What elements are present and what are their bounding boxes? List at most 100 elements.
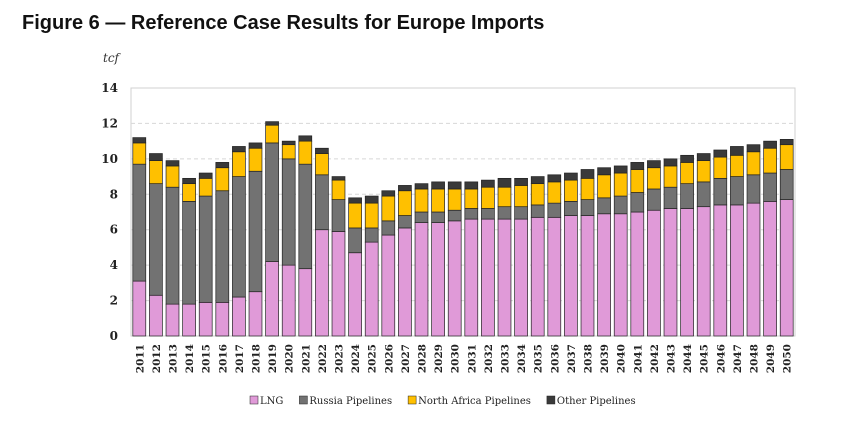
bar-segment-other-pipelines <box>149 153 163 161</box>
y-axis-unit-label: tcf <box>103 51 122 65</box>
bar-segment-russia-pipelines <box>613 195 628 215</box>
x-tick-label: 2015 <box>201 344 213 373</box>
y-tick-label: 4 <box>110 258 118 272</box>
bar-segment-north-africa-pipelines <box>763 147 777 174</box>
x-tick-label: 2033 <box>500 344 512 373</box>
bar-segment-lng <box>331 231 346 337</box>
bar-segment-lng <box>547 216 562 337</box>
bar-segment-russia-pipelines <box>398 215 412 229</box>
x-tick-label: 2039 <box>599 344 611 373</box>
bar-segment-north-africa-pipelines <box>298 140 313 165</box>
x-tick-label: 2050 <box>782 344 794 373</box>
y-tick-label: 8 <box>110 187 118 201</box>
bar-segment-lng <box>730 204 744 337</box>
bar-segment-russia-pipelines <box>680 183 694 209</box>
bar-segment-russia-pipelines <box>232 176 246 298</box>
x-tick-label: 2022 <box>317 344 329 373</box>
bar-segment-other-pipelines <box>348 197 362 204</box>
x-tick-label: 2027 <box>400 344 412 373</box>
bar-segment-other-pipelines <box>315 147 329 154</box>
bar-segment-other-pipelines <box>597 167 611 176</box>
x-tick-label: 2047 <box>732 344 744 373</box>
bar-segment-north-africa-pipelines <box>663 165 678 188</box>
bar-segment-other-pipelines <box>248 142 263 149</box>
x-tick-label: 2018 <box>251 344 263 373</box>
x-tick-label: 2030 <box>450 344 462 373</box>
bar-segment-lng <box>398 227 412 337</box>
bar-segment-north-africa-pipelines <box>597 174 611 199</box>
bar-segment-lng <box>348 252 362 337</box>
bar-segment-north-africa-pipelines <box>530 183 545 206</box>
bar-segment-lng <box>481 218 495 337</box>
chart-title: Figure 6 — Reference Case Results for Eu… <box>22 12 545 34</box>
x-tick-label: 2024 <box>350 344 362 373</box>
bar-segment-other-pipelines <box>381 190 396 197</box>
bar-segment-north-africa-pipelines <box>381 195 396 222</box>
bar-segment-russia-pipelines <box>763 172 777 202</box>
bar-segment-north-africa-pipelines <box>547 181 562 204</box>
y-tick-label: 2 <box>110 294 118 308</box>
bar-segment-north-africa-pipelines <box>348 202 362 229</box>
bar-segment-lng <box>431 222 445 337</box>
bar-segment-north-africa-pipelines <box>447 188 462 211</box>
legend-swatch <box>546 395 556 405</box>
bar-segment-russia-pipelines <box>564 201 578 216</box>
bar-segment-north-africa-pipelines <box>414 188 429 213</box>
bar-segment-russia-pipelines <box>281 158 296 266</box>
bar-segment-russia-pipelines <box>165 186 180 305</box>
bar-segment-other-pipelines <box>647 160 661 169</box>
bar-segment-russia-pipelines <box>497 206 512 220</box>
bar-segment-lng <box>315 229 329 337</box>
bar-segment-other-pipelines <box>713 149 728 158</box>
bar-segment-russia-pipelines <box>730 176 744 206</box>
bar-segment-russia-pipelines <box>779 169 794 200</box>
bar-segment-north-africa-pipelines <box>431 188 445 213</box>
x-tick-label: 2016 <box>217 344 229 373</box>
y-tick-label: 6 <box>110 223 118 237</box>
x-tick-label: 2049 <box>765 344 777 373</box>
bar-segment-russia-pipelines <box>547 202 562 218</box>
x-tick-label: 2046 <box>715 344 727 373</box>
bar-segment-other-pipelines <box>564 172 578 181</box>
bar-segment-north-africa-pipelines <box>497 186 512 208</box>
bar-segment-north-africa-pipelines <box>364 202 379 229</box>
bar-segment-north-africa-pipelines <box>514 185 528 208</box>
bar-segment-other-pipelines <box>497 177 512 188</box>
x-tick-label: 2034 <box>516 344 528 373</box>
x-tick-label: 2035 <box>533 344 545 373</box>
bar-segment-north-africa-pipelines <box>564 179 578 202</box>
bar-segment-lng <box>381 234 396 337</box>
bar-segment-lng <box>746 202 761 337</box>
bar-segment-russia-pipelines <box>198 195 213 303</box>
bar-segment-north-africa-pipelines <box>132 142 147 165</box>
bar-segment-lng <box>248 291 263 337</box>
bar-segment-other-pipelines <box>547 174 562 183</box>
bar-segment-lng <box>663 208 678 337</box>
x-tick-label: 2014 <box>184 344 196 373</box>
bar-segment-other-pipelines <box>514 177 528 186</box>
bar-segment-north-africa-pipelines <box>630 169 645 193</box>
bar-segment-lng <box>198 301 213 337</box>
bar-segment-lng <box>497 218 512 337</box>
bar-segment-russia-pipelines <box>414 211 429 223</box>
x-tick-label: 2044 <box>682 344 694 373</box>
bar-segment-north-africa-pipelines <box>215 167 230 192</box>
bar-segment-russia-pipelines <box>182 201 196 305</box>
bar-segment-russia-pipelines <box>364 227 379 243</box>
bar-segment-lng <box>215 301 230 337</box>
bar-segment-north-africa-pipelines <box>149 160 163 185</box>
bar-segment-north-africa-pipelines <box>713 156 728 179</box>
bar-segment-other-pipelines <box>364 195 379 204</box>
x-tick-label: 2025 <box>367 344 379 373</box>
bar-segment-russia-pipelines <box>746 174 761 204</box>
x-tick-label: 2037 <box>566 344 578 373</box>
bar-segment-north-africa-pipelines <box>464 188 479 209</box>
bar-segment-lng <box>132 280 147 337</box>
bar-segment-other-pipelines <box>580 169 595 179</box>
x-tick-label: 2038 <box>583 344 595 373</box>
bar-segment-russia-pipelines <box>431 211 445 223</box>
bar-segment-russia-pipelines <box>132 163 147 282</box>
bar-segment-other-pipelines <box>215 162 230 169</box>
bar-segment-north-africa-pipelines <box>165 165 180 188</box>
x-tick-label: 2013 <box>168 344 180 373</box>
